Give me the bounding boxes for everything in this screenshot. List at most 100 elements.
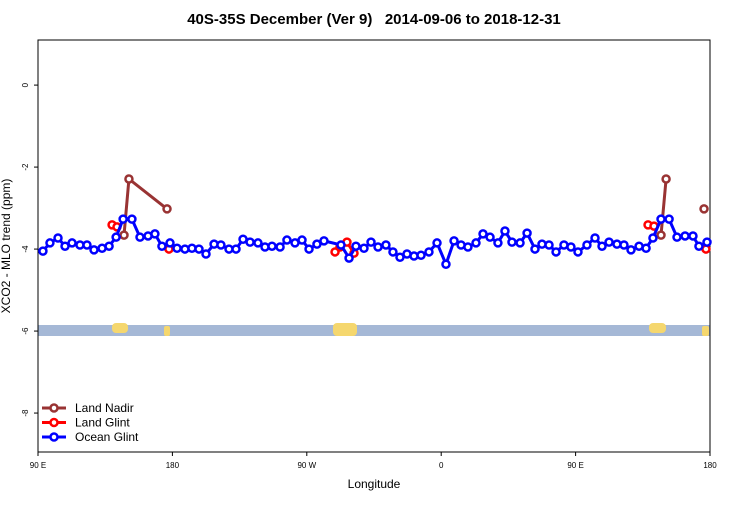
y-tick-label: -4 bbox=[21, 245, 30, 253]
land-shape bbox=[333, 323, 357, 336]
data-point bbox=[648, 233, 658, 243]
data-point bbox=[373, 242, 383, 252]
data-point bbox=[416, 250, 426, 260]
legend-marker bbox=[49, 432, 59, 442]
data-point bbox=[157, 241, 167, 251]
data-point bbox=[304, 244, 314, 254]
data-point bbox=[366, 237, 376, 247]
data-point bbox=[67, 238, 77, 248]
data-point bbox=[590, 233, 600, 243]
data-point bbox=[441, 259, 451, 269]
data-point bbox=[253, 238, 263, 248]
data-point bbox=[388, 247, 398, 257]
data-point bbox=[231, 244, 241, 254]
data-point bbox=[664, 214, 674, 224]
data-point bbox=[267, 241, 277, 251]
data-point bbox=[485, 232, 495, 242]
data-point bbox=[463, 242, 473, 252]
data-point bbox=[604, 237, 614, 247]
plot-frame bbox=[37, 39, 711, 453]
data-point bbox=[275, 242, 285, 252]
data-point bbox=[582, 240, 592, 250]
data-point bbox=[344, 253, 354, 263]
data-point bbox=[351, 241, 361, 251]
data-point bbox=[515, 238, 525, 248]
data-point bbox=[493, 238, 503, 248]
y-tick-label: -6 bbox=[21, 327, 30, 335]
data-point bbox=[150, 229, 160, 239]
data-point bbox=[500, 226, 510, 236]
data-point bbox=[680, 231, 690, 241]
data-point bbox=[89, 245, 99, 255]
land-shape bbox=[112, 323, 128, 333]
data-point bbox=[45, 238, 55, 248]
data-point bbox=[432, 238, 442, 248]
data-point bbox=[172, 243, 182, 254]
data-point bbox=[282, 235, 292, 245]
y-tick-label: 0 bbox=[21, 82, 30, 87]
data-point bbox=[507, 237, 517, 247]
x-tick-label: 180 bbox=[703, 461, 717, 470]
data-point bbox=[395, 252, 405, 263]
data-point bbox=[118, 214, 128, 224]
x-tick-label: 90 W bbox=[297, 461, 316, 470]
legend-marker bbox=[49, 417, 59, 428]
data-point bbox=[597, 241, 607, 251]
data-point bbox=[626, 245, 636, 255]
x-tick-label: 90 E bbox=[567, 461, 583, 470]
data-point bbox=[641, 243, 651, 254]
x-axis-label: Longitude bbox=[348, 477, 401, 491]
data-point bbox=[165, 238, 175, 248]
data-point bbox=[688, 231, 698, 241]
data-point bbox=[661, 174, 671, 184]
data-point bbox=[60, 241, 70, 251]
ocean-band bbox=[38, 325, 710, 336]
legend-label: Land Nadir bbox=[75, 401, 134, 415]
data-point bbox=[381, 240, 391, 250]
data-point bbox=[104, 241, 114, 251]
x-tick-label: 0 bbox=[439, 461, 444, 470]
data-point bbox=[694, 241, 704, 251]
data-point bbox=[424, 247, 434, 257]
data-point bbox=[522, 228, 532, 238]
y-axis-label: XCO2 - MLO trend (ppm) bbox=[0, 179, 13, 314]
data-point bbox=[135, 232, 145, 242]
data-point bbox=[216, 240, 226, 250]
data-point bbox=[551, 247, 561, 257]
data-point bbox=[656, 214, 666, 224]
land-shape bbox=[702, 326, 709, 336]
data-point bbox=[471, 238, 481, 248]
data-point bbox=[82, 240, 92, 250]
data-point bbox=[573, 247, 583, 257]
data-point bbox=[702, 237, 712, 247]
data-point bbox=[53, 233, 63, 243]
legend-label: Ocean Glint bbox=[75, 430, 139, 444]
y-tick-label: -2 bbox=[21, 163, 30, 171]
data-point bbox=[111, 232, 121, 242]
x-tick-label: 180 bbox=[166, 461, 180, 470]
data-point bbox=[194, 244, 204, 254]
data-point bbox=[319, 236, 329, 246]
data-point bbox=[124, 174, 134, 184]
data-point bbox=[672, 232, 682, 242]
data-point bbox=[478, 229, 488, 239]
data-point bbox=[127, 214, 137, 224]
data-point bbox=[312, 239, 322, 249]
data-point bbox=[566, 242, 576, 252]
legend-marker bbox=[49, 403, 59, 413]
land-strip bbox=[38, 323, 710, 336]
land-shape bbox=[649, 323, 666, 333]
chart-title: 40S-35S December (Ver 9) 2014-09-06 to 2… bbox=[187, 11, 561, 28]
data-point bbox=[297, 235, 307, 245]
y-tick-label: -8 bbox=[21, 409, 30, 417]
land-shape bbox=[164, 326, 170, 336]
data-point bbox=[619, 240, 629, 250]
data-point bbox=[201, 249, 211, 259]
legend-label: Land Glint bbox=[75, 416, 130, 430]
data-point bbox=[119, 230, 129, 240]
data-point bbox=[656, 230, 666, 240]
data-point bbox=[38, 246, 48, 256]
data-point bbox=[449, 236, 459, 246]
data-point bbox=[699, 204, 709, 214]
